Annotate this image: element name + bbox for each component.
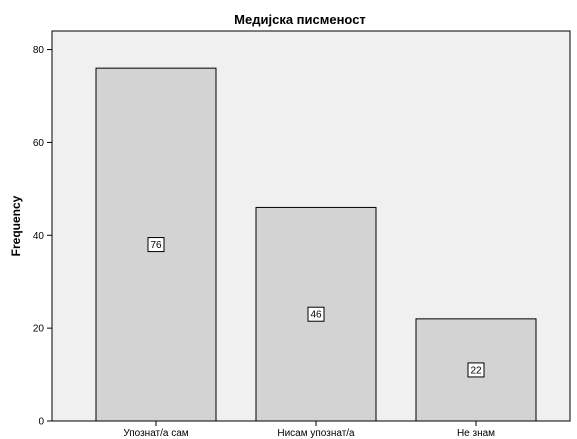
x-tick-label: Не знам bbox=[457, 428, 495, 439]
y-tick-label: 0 bbox=[38, 417, 44, 428]
bars: 76 46 22 bbox=[95, 67, 537, 422]
y-axis-label: Frequency bbox=[9, 195, 23, 256]
data-label: 76 bbox=[150, 240, 162, 251]
y-tick-label: 40 bbox=[33, 231, 45, 242]
y-tick-label: 20 bbox=[33, 324, 45, 335]
chart-title: Медијска писменост bbox=[234, 12, 366, 27]
data-label: 22 bbox=[470, 365, 482, 376]
data-label-box bbox=[147, 237, 165, 253]
data-label: 46 bbox=[310, 310, 322, 321]
data-label-box bbox=[467, 362, 485, 378]
y-tick-label: 80 bbox=[33, 45, 45, 56]
y-tick-label: 60 bbox=[33, 138, 45, 149]
x-tick-label: Упознат/а сам bbox=[123, 428, 188, 439]
y-axis-ticks: 0 20 40 60 80 bbox=[33, 45, 52, 428]
x-axis-ticks: Упознат/а сам Нисам упознат/а Не знам bbox=[123, 421, 495, 439]
x-tick-label: Нисам упознат/а bbox=[277, 428, 355, 439]
data-label-box bbox=[307, 306, 325, 322]
